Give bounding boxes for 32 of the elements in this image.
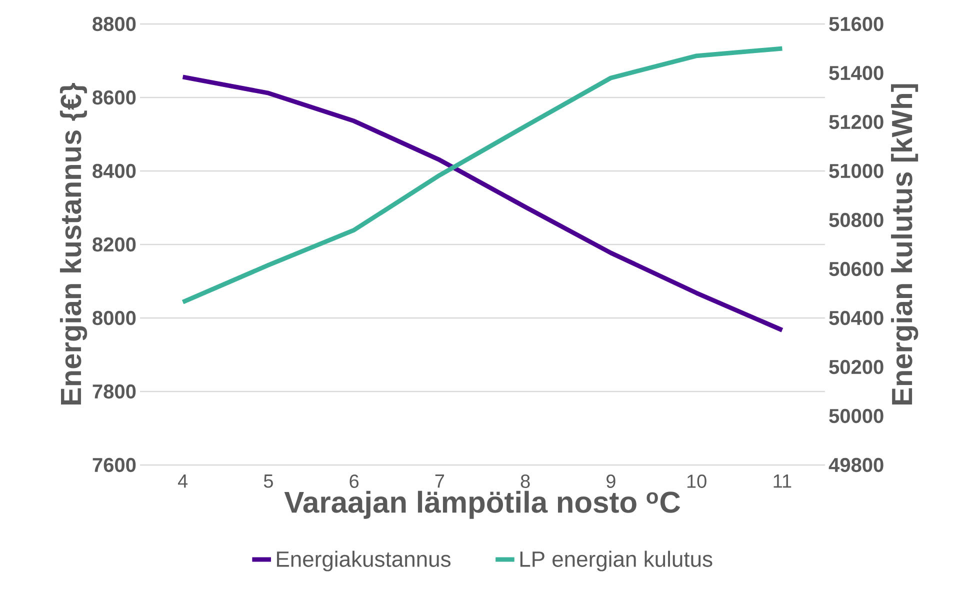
y2-tick-label: 51000 <box>829 164 884 178</box>
x-tick-label: 4 <box>178 474 188 488</box>
x-tick-label: 8 <box>520 474 530 488</box>
line-series <box>180 74 784 332</box>
y-tick-label: 8600 <box>92 90 136 105</box>
y2-tick-label: 50600 <box>829 262 884 276</box>
y2-tick-label: 51600 <box>829 16 884 32</box>
x-tick-label: 10 <box>687 474 706 488</box>
y-tick-label: 8000 <box>92 310 136 326</box>
y2-tick-label: 50400 <box>829 310 884 326</box>
y2-tick-label: 50000 <box>829 408 884 424</box>
x-tick-label: 7 <box>435 474 444 488</box>
y-tick-label: 7800 <box>92 384 136 399</box>
y-tick-label: 8200 <box>92 237 136 252</box>
y2-tick-label: 51400 <box>829 66 884 80</box>
x-tick-label: 11 <box>774 474 792 488</box>
y-tick-label: 8400 <box>92 164 136 178</box>
legend-label: LP energian kulutus <box>520 550 712 572</box>
x-tick-label: 6 <box>350 474 359 488</box>
x-tick-label: 9 <box>606 474 616 488</box>
y2-tick-label: 50800 <box>829 212 884 228</box>
y2-tick-label: 49800 <box>828 458 884 472</box>
y2-axis-title: Energian kulutus [kWh] <box>891 84 918 404</box>
x-tick-label: 5 <box>264 474 273 488</box>
y-axis-title: Energian kustannus {€} <box>60 82 88 405</box>
x-axis-title: Varaajan lämpötila nosto $^{o}$C <box>284 490 680 519</box>
y-tick-label: 7600 <box>92 458 136 472</box>
legend-label: Energiakustannus <box>277 550 451 572</box>
y2-tick-label: 51200 <box>829 114 884 130</box>
line-series <box>180 46 784 304</box>
y2-tick-label: 50200 <box>829 360 884 374</box>
y-tick-label: 8800 <box>92 16 136 32</box>
